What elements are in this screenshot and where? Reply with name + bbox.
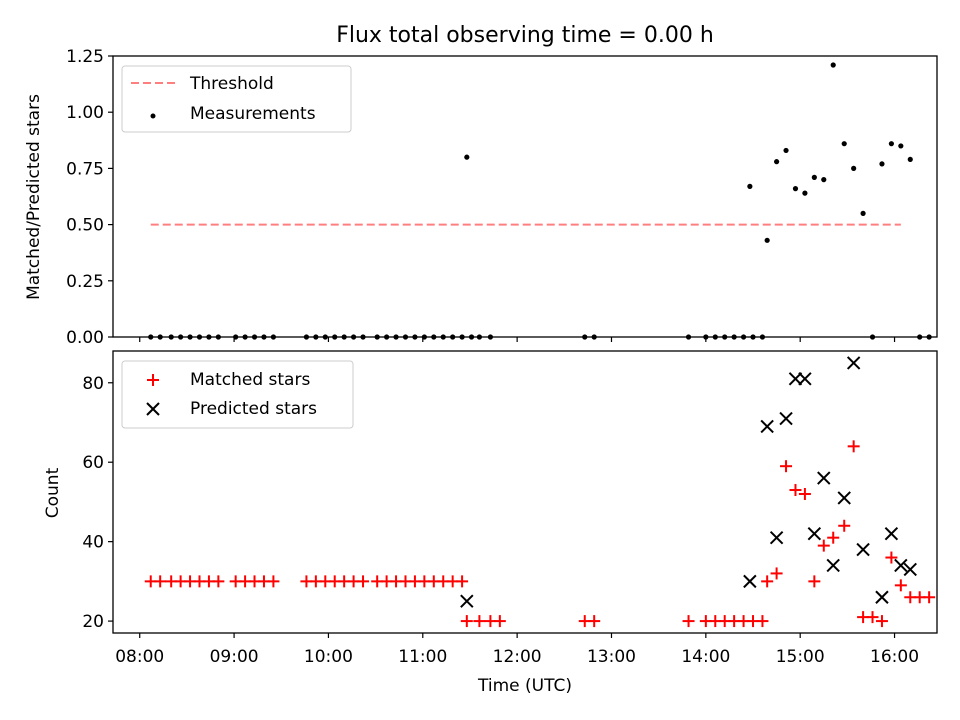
- predicted-star-point: [894, 558, 908, 573]
- matched-star-point: [460, 615, 473, 628]
- predicted-star-point: [807, 526, 822, 541]
- predicted-star-point: [779, 411, 793, 426]
- bottom-x-tick-label: 13:00: [587, 647, 636, 667]
- bottom-y-tick-label: 20: [82, 612, 104, 632]
- matched-legend-swatch: [147, 374, 159, 386]
- matched-star-point: [473, 615, 486, 628]
- matched-star-point: [789, 484, 802, 497]
- matched-star-point: [357, 575, 370, 588]
- bottom-x-tick-label: 16:00: [870, 647, 919, 667]
- matched-star-point: [493, 615, 506, 628]
- bottom-y-tick-label: 60: [82, 453, 104, 473]
- bottom-y-axis-label: Count: [43, 467, 63, 518]
- measurements-legend-swatch: [150, 113, 156, 119]
- top-legend-box: [121, 65, 352, 133]
- predicted-star-point: [826, 558, 840, 573]
- top-y-tick-label: 1.25: [66, 47, 104, 67]
- matched-star-point: [817, 539, 830, 552]
- predicted-star-point: [769, 530, 784, 545]
- matched-legend-label: Matched stars: [190, 370, 310, 390]
- measurement-point: [783, 147, 789, 154]
- predicted-star-point: [884, 526, 899, 541]
- matched-star-point: [761, 575, 774, 588]
- measurement-point: [841, 141, 847, 147]
- matched-star-point: [780, 460, 793, 473]
- top-y-tick-label: 0.75: [66, 159, 104, 179]
- predicted-star-point: [903, 562, 917, 577]
- predicted-star-point: [856, 542, 870, 557]
- measurement-point: [898, 143, 904, 149]
- top-panel-title: Flux total observing time = 0.00 h: [336, 23, 714, 48]
- matched-star-point: [770, 567, 783, 580]
- matched-star-point: [682, 615, 695, 628]
- measurement-point: [821, 177, 827, 183]
- measurement-point: [464, 154, 470, 160]
- top-legend: Threshold Measurements: [121, 65, 352, 133]
- top-y-tick-label: 0.50: [66, 216, 104, 236]
- bottom-legend: Matched stars Predicted stars: [121, 360, 354, 429]
- matched-star-point: [267, 575, 280, 588]
- measurement-point: [851, 165, 857, 171]
- measurement-point: [860, 210, 866, 216]
- matched-star-point: [212, 575, 225, 588]
- matched-star-point: [923, 591, 936, 604]
- top-y-axis-label: Matched/Predicted stars: [24, 94, 44, 300]
- bottom-x-tick-label: 08:00: [115, 647, 164, 667]
- matched-star-point: [866, 611, 879, 624]
- predicted-star-point: [788, 372, 803, 386]
- measurement-point: [907, 156, 913, 163]
- bottom-x-tick-label: 10:00: [304, 647, 353, 667]
- measurement-point: [879, 161, 885, 167]
- measurement-point: [792, 186, 799, 192]
- predicted-star-point: [460, 594, 474, 608]
- matched-star-point: [885, 551, 898, 564]
- matched-star-point: [756, 615, 769, 628]
- top-y-tick-label: 0.00: [66, 328, 104, 348]
- matched-star-point: [588, 615, 601, 628]
- measurement-point: [747, 183, 753, 189]
- bottom-y-tick-label: 80: [82, 374, 104, 394]
- measurement-point: [888, 141, 894, 147]
- matched-star-point: [894, 579, 907, 592]
- matched-star-point: [847, 440, 860, 453]
- matched-star-point: [798, 487, 811, 500]
- bottom-x-tick-label: 11:00: [398, 647, 447, 667]
- measurement-point: [802, 190, 808, 196]
- measurement-point: [764, 237, 770, 243]
- matched-star-point: [838, 519, 851, 532]
- measurements-legend-label: Measurements: [190, 104, 316, 124]
- matched-star-point: [827, 531, 840, 544]
- predicted-star-point: [837, 491, 851, 505]
- matched-star-point: [154, 575, 167, 588]
- predicted-star-point: [760, 419, 774, 434]
- bottom-y-tick-label: 40: [82, 533, 104, 553]
- bottom-x-axis-label: Time (UTC): [477, 676, 572, 696]
- bottom-x-tick-label: 15:00: [776, 647, 825, 667]
- predicted-star-point: [798, 372, 812, 386]
- bottom-x-tick-label: 09:00: [210, 647, 259, 667]
- predicted-legend-label: Predicted stars: [190, 399, 317, 419]
- bottom-x-tick-label: 14:00: [681, 647, 730, 667]
- matched-star-point: [875, 615, 888, 628]
- matched-star-point: [456, 575, 469, 588]
- bottom-legend-box: [121, 360, 354, 429]
- bottom-panel-frame: [112, 350, 938, 634]
- threshold-legend-label: Threshold: [189, 74, 274, 94]
- matched-star-point: [808, 575, 821, 588]
- bottom-x-tick-label: 12:00: [493, 647, 542, 667]
- top-y-tick-label: 0.25: [66, 272, 104, 292]
- measurement-point: [774, 159, 780, 165]
- predicted-star-point: [743, 574, 757, 589]
- measurement-point: [830, 62, 836, 68]
- predicted-legend-swatch: [146, 402, 160, 416]
- predicted-star-point: [846, 356, 861, 370]
- measurement-point: [811, 174, 817, 180]
- predicted-star-point: [817, 471, 831, 485]
- predicted-star-point: [875, 590, 889, 604]
- top-panel-frame: [112, 55, 938, 338]
- top-y-tick-label: 1.00: [66, 103, 104, 123]
